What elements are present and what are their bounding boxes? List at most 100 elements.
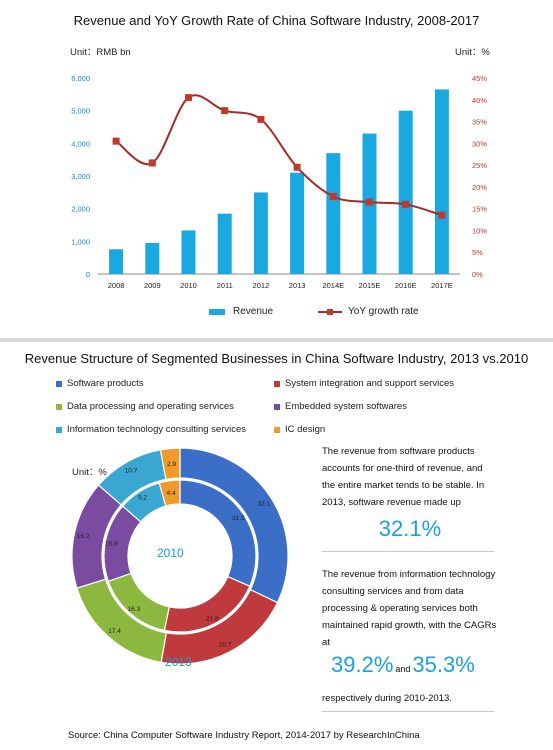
y-left-tick-label: 4,000 (71, 139, 90, 148)
x-tick-label: 2016E (395, 281, 417, 290)
segment-legend: Software products System integration and… (56, 378, 526, 438)
outer-ring-year-label: 2013 (165, 655, 192, 669)
growth-marker (293, 163, 301, 171)
x-tick-label: 2010 (180, 281, 197, 290)
structure-title: Revenue Structure of Segmented Businesse… (24, 351, 529, 366)
revenue-bar (398, 110, 413, 274)
right-unit-label: Unit：% (455, 47, 490, 58)
y-right-tick-label: 0% (472, 270, 483, 279)
revenue-bar (109, 249, 124, 274)
legend-swatch (274, 380, 280, 387)
y-right-tick-label: 45% (472, 74, 487, 83)
revenue-bar (145, 242, 160, 274)
y-left-tick-label: 3,000 (71, 172, 90, 181)
x-tick-label: 2015E (359, 281, 381, 290)
revenue-chart-panel: Revenue and YoY Growth Rate of China Sof… (0, 0, 553, 338)
highlight-cagr-data: 35.3% (412, 652, 475, 677)
y-right-tick-label: 25% (472, 161, 487, 170)
legend-swatch (274, 426, 280, 433)
chart-title: Revenue and YoY Growth Rate of China Sof… (73, 13, 480, 28)
legend-label: Software products (67, 378, 144, 389)
revenue-bar (217, 213, 232, 274)
highlight-software-share: 32.1% (378, 516, 442, 541)
legend-swatch (56, 426, 62, 433)
y-left-tick-label: 1,000 (71, 237, 90, 246)
inner-ring-value-label: 16.8 (105, 540, 118, 547)
y-right-tick-label: 30% (472, 139, 487, 148)
legend-swatch (56, 403, 62, 410)
growth-marker (148, 159, 156, 167)
revenue-bar (253, 192, 268, 274)
left-unit-label: Unit：RMB bn (70, 47, 131, 58)
outer-ring-value-label: 2.9 (167, 461, 176, 468)
legend-swatch (274, 403, 280, 410)
x-tick-label: 2009 (144, 281, 161, 290)
y-right-tick-label: 10% (472, 226, 487, 235)
revenue-bar (434, 89, 449, 274)
source-note: Source: China Computer Software Industry… (68, 730, 420, 741)
y-right-tick-label: 35% (472, 118, 487, 127)
inner-ring-value-label: 21.8 (206, 616, 219, 623)
and-word: and (395, 664, 411, 674)
outer-ring-value-label: 32.1 (257, 501, 270, 508)
note-separator (322, 711, 494, 712)
legend-label: IC design (285, 424, 326, 435)
growth-marker (221, 107, 229, 115)
growth-line (115, 94, 443, 217)
legend-swatch (56, 380, 62, 387)
x-tick-label: 2012 (253, 281, 270, 290)
outer-ring-value-label: 16.2 (77, 533, 90, 540)
section-divider (0, 338, 553, 342)
y-right-tick-label: 20% (472, 183, 487, 192)
inner-ring-value-label: 31.5 (232, 515, 245, 522)
legend-item-ic-design: IC design (274, 424, 325, 435)
inner-ring-value-label: 9.2 (138, 494, 147, 501)
legend-revenue-swatch (209, 309, 225, 315)
revenue-bar (290, 172, 305, 274)
x-tick-label: 2014E (322, 281, 344, 290)
x-tick-label: 2008 (108, 281, 125, 290)
x-tick-label: 2017E (431, 281, 453, 290)
x-tick-label: 2013 (289, 281, 306, 290)
y-right-tick-label: 40% (472, 96, 487, 105)
inner-ring-year-label: 2010 (157, 546, 184, 560)
legend-item-embedded: Embedded system softwares (274, 401, 407, 412)
growth-marker (185, 94, 192, 102)
note-separator (322, 551, 494, 552)
legend-item-data-processing: Data processing and operating services (56, 401, 234, 412)
y-left-tick-label: 2,000 (71, 205, 90, 214)
combo-chart: 0 1,000 2,000 3,000 4,000 5,000 6,000 0% 5% 10% 15… (71, 74, 487, 290)
highlight-cagr-it: 39.2% (331, 652, 394, 677)
outer-ring-value-label: 17.4 (108, 628, 121, 635)
note-growth: The revenue from information technology … (322, 569, 497, 648)
y-right-tick-label: 15% (472, 205, 487, 214)
legend-label: Data processing and operating services (67, 401, 234, 412)
revenue-bar (181, 230, 196, 274)
legend-revenue-label: Revenue (233, 306, 274, 317)
donut-unit-label: Unit：% (72, 467, 107, 478)
legend-item-it-consulting: Information technology consulting servic… (56, 424, 246, 435)
inner-ring-slice (158, 479, 181, 507)
legend-label: Embedded system softwares (285, 401, 407, 412)
legend-item-software-products: Software products (56, 378, 144, 389)
x-tick-label: 2011 (217, 281, 233, 290)
growth-marker (257, 115, 265, 123)
outer-ring-slice (159, 448, 181, 480)
legend-item-system-integration: System integration and support services (274, 378, 454, 389)
growth-marker (366, 198, 373, 206)
inner-ring-value-label: 16.3 (128, 606, 141, 613)
highlight-cagr-row: 39.2% and35.3% (331, 652, 475, 678)
legend-label: System integration and support services (285, 378, 454, 389)
legend-label: Information technology consulting servic… (67, 424, 247, 435)
outer-ring-value-label: 10.7 (125, 468, 138, 475)
growth-marker (402, 200, 410, 208)
y-left-tick-label: 5,000 (71, 107, 90, 116)
y-right-tick-label: 5% (472, 248, 483, 257)
note-period: respectively during 2010-2013. (322, 693, 452, 704)
y-left-tick-label: 0 (86, 270, 90, 279)
inner-ring-value-label: 4.4 (167, 490, 176, 497)
growth-marker (112, 137, 120, 145)
revenue-bar (326, 153, 341, 274)
donut-chart: 32.1 20.7 17.4 16.2 10.7 2.9 31.5 21.8 16.3 16.8 9… (71, 448, 289, 665)
legend-growth-swatch (318, 309, 342, 315)
